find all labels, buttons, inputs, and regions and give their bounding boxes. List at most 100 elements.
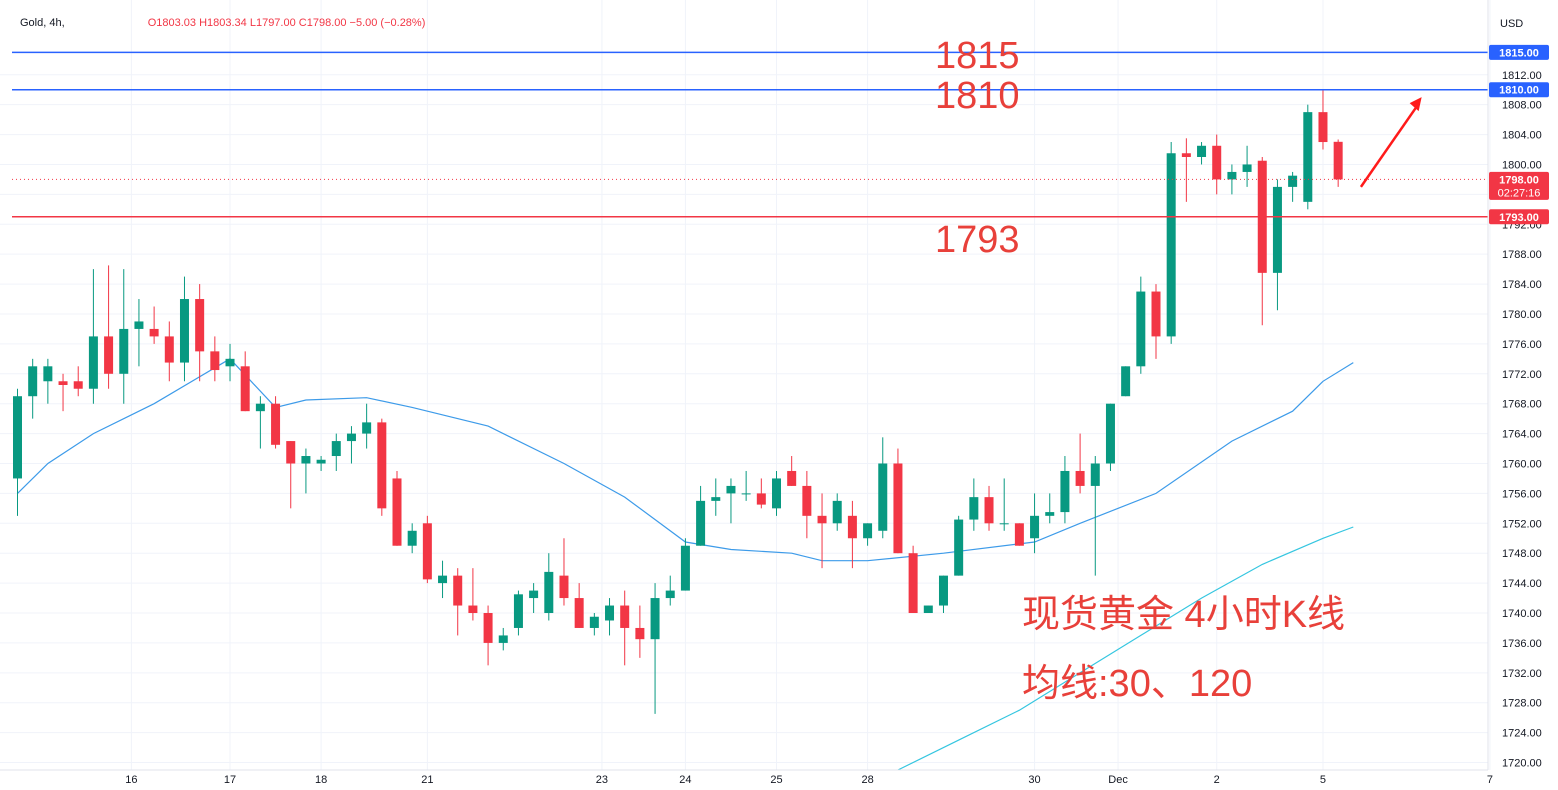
candle[interactable] [938, 575, 948, 614]
candle[interactable] [574, 583, 584, 628]
candle[interactable] [438, 560, 448, 599]
candle-body [1197, 145, 1207, 157]
candle[interactable] [1045, 493, 1055, 524]
time-axis[interactable]: 16 17 18 21 23 24 25 28 30 Dec 2 5 7 [0, 769, 1493, 786]
candle[interactable] [58, 373, 68, 412]
candle[interactable] [149, 306, 159, 344]
candle[interactable] [802, 470, 812, 539]
candle[interactable] [1181, 138, 1191, 202]
candle[interactable] [1272, 179, 1282, 311]
candle-body [453, 575, 463, 606]
candle[interactable] [240, 351, 250, 412]
candle[interactable] [787, 456, 797, 486]
candle-body [605, 605, 615, 621]
candle[interactable] [346, 426, 356, 464]
candle[interactable] [772, 470, 781, 516]
candle[interactable] [1212, 134, 1222, 195]
candle[interactable] [954, 515, 964, 576]
candle[interactable] [1151, 284, 1161, 359]
candle[interactable] [847, 500, 857, 569]
candle[interactable] [392, 470, 402, 546]
candle[interactable] [271, 396, 281, 449]
candle[interactable] [620, 590, 630, 666]
candle[interactable] [301, 448, 311, 494]
candle-body [589, 616, 599, 628]
candle[interactable] [1333, 139, 1343, 187]
candle[interactable] [286, 441, 296, 509]
candle[interactable] [73, 366, 83, 397]
candle[interactable] [407, 523, 417, 554]
candle[interactable] [164, 321, 174, 382]
candle[interactable] [513, 590, 523, 636]
candle[interactable] [225, 343, 235, 382]
candle-body [271, 403, 281, 445]
candle[interactable] [210, 336, 220, 382]
candle[interactable] [984, 485, 994, 531]
candle[interactable] [13, 388, 22, 516]
candle[interactable] [863, 523, 873, 546]
candle[interactable] [362, 403, 372, 449]
candle[interactable] [1090, 456, 1100, 576]
candle[interactable] [1242, 145, 1252, 187]
candle[interactable] [1227, 164, 1237, 195]
candle[interactable] [817, 493, 827, 569]
candle[interactable] [696, 485, 706, 546]
candle[interactable] [1030, 493, 1040, 554]
candle[interactable] [559, 538, 569, 606]
candle[interactable] [665, 575, 675, 606]
candle[interactable] [1303, 104, 1313, 210]
candle-body [878, 463, 888, 531]
candle[interactable] [498, 627, 508, 651]
candle[interactable] [28, 358, 38, 419]
candle[interactable] [468, 568, 478, 621]
candle[interactable] [726, 478, 736, 524]
candle[interactable] [1318, 89, 1328, 150]
candle[interactable] [741, 470, 751, 501]
horizontal-lines[interactable] [12, 51, 1488, 218]
candle[interactable] [1136, 276, 1146, 374]
candle[interactable] [711, 478, 721, 516]
candle[interactable] [1014, 523, 1024, 546]
candle[interactable] [969, 478, 979, 531]
candle[interactable] [878, 437, 888, 539]
candle[interactable] [589, 613, 599, 636]
candle[interactable] [43, 358, 53, 404]
candle[interactable] [195, 284, 205, 382]
candle[interactable] [1121, 366, 1131, 397]
candle[interactable] [756, 478, 766, 509]
candle[interactable] [119, 269, 129, 404]
candle[interactable] [635, 605, 645, 658]
candle-body [88, 336, 98, 389]
candle[interactable] [483, 605, 493, 666]
candle[interactable] [680, 538, 690, 591]
candle[interactable] [1075, 433, 1085, 494]
legend[interactable]: Gold, 4h, O1803.03 H1803.34 L1797.00 C17… [20, 17, 425, 29]
candle[interactable] [331, 433, 341, 471]
candle[interactable] [908, 545, 918, 614]
candle[interactable] [999, 478, 1009, 531]
candle[interactable] [179, 276, 189, 382]
candle[interactable] [923, 605, 933, 614]
candle[interactable] [1288, 171, 1298, 202]
candle[interactable] [893, 448, 903, 554]
candle[interactable] [544, 553, 554, 621]
candle[interactable] [255, 396, 265, 449]
candle[interactable] [422, 515, 432, 584]
candle-body [28, 366, 38, 397]
candle[interactable] [1197, 142, 1207, 165]
y-tick-label: 1800.00 [1502, 159, 1542, 171]
candle[interactable] [104, 265, 114, 389]
candle[interactable] [529, 583, 539, 614]
legend-ohlc: O1803.03 H1803.34 L1797.00 C1798.00 −5.0… [147, 17, 426, 29]
candle[interactable] [650, 583, 660, 714]
candle[interactable] [453, 568, 463, 636]
candle[interactable] [832, 493, 842, 531]
candle[interactable] [1060, 456, 1070, 524]
candle[interactable] [88, 269, 98, 404]
candle[interactable] [1166, 142, 1176, 344]
candle[interactable] [377, 418, 387, 516]
candle[interactable] [134, 299, 144, 367]
candle[interactable] [605, 598, 615, 636]
candle[interactable] [1105, 403, 1115, 471]
candle[interactable] [316, 456, 326, 471]
